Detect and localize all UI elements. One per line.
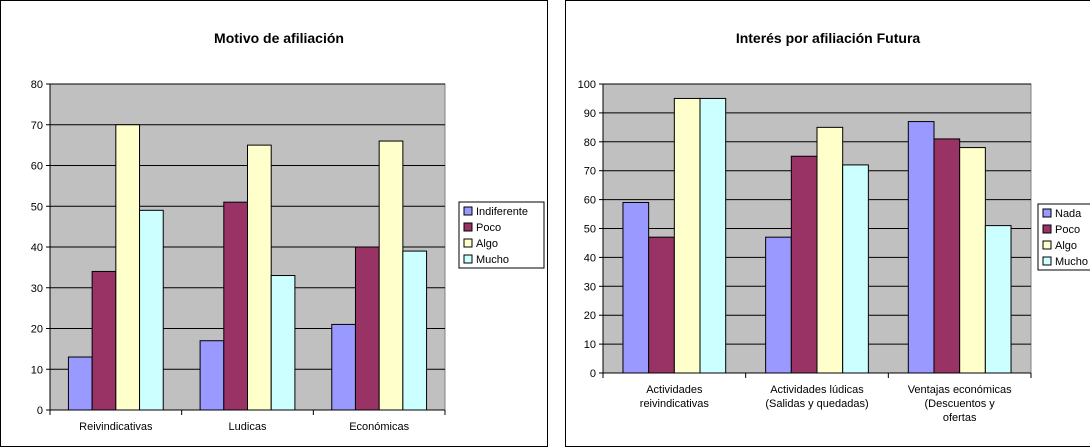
chart-title: Motivo de afiliación <box>214 30 344 46</box>
bar-poco <box>91 270 117 411</box>
chart-panel-motivo: Motivo de afiliación 0 10 20 30 40 50 60 70 80 Rei… <box>0 0 548 447</box>
legend-label: Poco <box>1055 224 1080 236</box>
y-tick-label: 40 <box>31 242 43 254</box>
legend-label: Poco <box>476 222 501 234</box>
legend-label: Algo <box>476 238 498 250</box>
bar-indiferente <box>331 323 356 411</box>
chart-interes-svg: Interés por afiliación Futura 0 10 20 30 40 50… <box>578 30 1090 424</box>
bar-algo <box>378 140 404 411</box>
bar-algo <box>247 144 272 411</box>
chart-title: Interés por afiliación Futura <box>736 30 921 46</box>
y-tick-label: 40 <box>584 252 596 264</box>
x-tick-label: Ludicas <box>229 421 267 433</box>
chart-motivo-svg: Motivo de afiliación 0 10 20 30 40 50 60 70 80 Rei… <box>31 30 545 433</box>
bar-nada <box>622 201 650 374</box>
bar-algo <box>959 147 986 374</box>
y-tick-label: 30 <box>31 283 43 295</box>
y-tick-label: 0 <box>37 405 43 417</box>
legend-swatch <box>1042 208 1052 218</box>
bar-algo <box>115 124 141 411</box>
bar-mucho <box>842 164 869 374</box>
y-tick-label: 60 <box>31 161 43 173</box>
bar-algo <box>673 97 701 374</box>
bar-mucho <box>139 209 164 411</box>
legend-swatch <box>1042 256 1052 266</box>
bar-poco <box>223 201 249 411</box>
y-tick-label: 30 <box>584 281 596 293</box>
bar-mucho <box>699 97 727 374</box>
legend-swatch <box>1042 240 1052 250</box>
x-tick-label: Ventajas económicas <box>908 384 1012 396</box>
chart-panel-interes: Interés por afiliación Futura 0 10 20 30 40 50… <box>565 0 1090 447</box>
y-tick-label: 10 <box>31 364 43 376</box>
bar-poco <box>648 236 675 374</box>
y-tick-label: 100 <box>578 79 596 91</box>
bar-mucho <box>402 250 428 411</box>
y-tick-label: 70 <box>31 120 43 132</box>
bar-nada <box>765 236 792 374</box>
bar-mucho <box>984 225 1012 374</box>
legend-label: Indiferente <box>476 206 528 218</box>
bar-poco <box>933 138 961 374</box>
legend-label: Nada <box>1055 208 1082 220</box>
legend-label: Algo <box>1055 240 1077 252</box>
bar-indiferente <box>199 340 225 411</box>
x-tick-label: Económicas <box>349 421 409 433</box>
x-tick-label: (Salidas y quedadas) <box>765 398 868 410</box>
bar-poco <box>790 155 818 374</box>
y-tick-label: 10 <box>584 339 596 351</box>
legend-swatch <box>463 238 473 248</box>
legend-box <box>458 201 545 269</box>
bar-nada <box>907 121 935 374</box>
y-tick-label: 60 <box>584 195 596 207</box>
legend-label: Mucho <box>476 254 509 266</box>
x-tick-label: Actividades lúdicas <box>770 384 864 396</box>
x-tick-label: ofertas <box>943 412 977 424</box>
legend-swatch <box>463 222 473 232</box>
y-tick-label: 80 <box>584 137 596 149</box>
y-tick-label: 70 <box>584 166 596 178</box>
x-tick-label: (Descuentos y <box>925 398 996 410</box>
y-tick-label: 20 <box>31 324 43 336</box>
y-tick-label: 80 <box>31 79 43 91</box>
legend-swatch <box>1042 224 1052 234</box>
y-tick-label: 50 <box>584 224 596 236</box>
y-tick-label: 90 <box>584 108 596 120</box>
bar-indiferente <box>67 356 93 411</box>
bar-poco <box>354 246 380 411</box>
legend-label: Mucho <box>1055 256 1088 268</box>
x-tick-label: reivindicativas <box>640 398 710 410</box>
y-tick-label: 50 <box>31 201 43 213</box>
legend-swatch <box>463 254 473 264</box>
bar-mucho <box>270 275 296 411</box>
bar-algo <box>816 126 844 374</box>
legend-swatch <box>463 206 473 216</box>
y-tick-label: 20 <box>584 310 596 322</box>
x-tick-label: Actividades <box>646 384 703 396</box>
x-tick-label: Reivindicativas <box>79 421 153 433</box>
y-tick-label: 0 <box>590 368 596 380</box>
